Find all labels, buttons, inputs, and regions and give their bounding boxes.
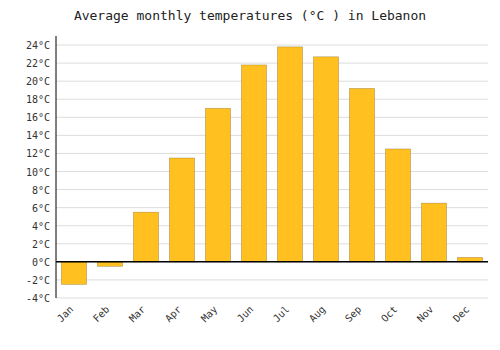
bar [133, 212, 158, 262]
y-tick-label: 16°C [26, 112, 50, 123]
y-tick-label: 24°C [26, 40, 50, 51]
bar [277, 47, 302, 262]
x-tick-label: Aug [307, 304, 328, 325]
y-tick-label: 2°C [32, 239, 50, 250]
y-tick-label: 12°C [26, 148, 50, 159]
y-tick-label: 10°C [26, 167, 50, 178]
x-tick-label: Jan [55, 304, 76, 325]
grid-line [56, 99, 488, 100]
y-tick-label: 8°C [32, 185, 50, 196]
grid [56, 45, 488, 298]
x-tick-label: Nov [415, 304, 436, 325]
y-tick-label: -4°C [26, 293, 50, 304]
y-tick-label: 6°C [32, 203, 50, 214]
y-axis-line [56, 36, 57, 298]
bars [61, 47, 482, 285]
x-tick-label: Jul [271, 304, 292, 325]
grid-line [56, 135, 488, 136]
bar [169, 158, 194, 262]
x-tick-label: Dec [451, 304, 472, 325]
y-tick-label: 14°C [26, 130, 50, 141]
x-tick-labels: Jan Feb Mar Apr May Jun Jul Aug Sep Oct Nov Dec [55, 304, 472, 325]
grid-line [56, 63, 488, 64]
y-tick-label: -2°C [26, 275, 50, 286]
x-tick-label: Feb [91, 304, 112, 325]
x-tick-label: Mar [127, 304, 148, 325]
title: Average monthly temperatures (°C ) in Le… [74, 8, 426, 23]
bar [241, 65, 266, 262]
bar [421, 203, 446, 262]
grid-line [56, 189, 488, 190]
x-tick-label: May [199, 304, 220, 325]
grid-line [56, 153, 488, 154]
bar [385, 149, 410, 262]
y-tick-label: 4°C [32, 221, 50, 232]
grid-line [56, 171, 488, 172]
bar [61, 262, 86, 285]
chart-container: Average monthly temperatures (°C ) in Le… [0, 0, 500, 350]
zero-line [56, 261, 488, 263]
bar [205, 108, 230, 262]
grid-line [56, 261, 488, 262]
bar [349, 88, 374, 261]
bar [313, 57, 338, 262]
y-tick-labels: -4°C -2°C 0°C 2°C 4°C 6°C 8°C 10°C 12°C 14°C 16°C 1… [26, 40, 50, 304]
y-tick-label: 22°C [26, 58, 50, 69]
grid-line [56, 81, 488, 82]
x-tick-label: Jun [235, 304, 256, 325]
y-tick-label: 0°C [32, 257, 50, 268]
chart: Average monthly temperatures (°C ) in Le… [0, 0, 500, 350]
x-tick-label: Sep [343, 304, 364, 325]
grid-line [56, 117, 488, 118]
grid-line [56, 279, 488, 280]
y-tick-label: 18°C [26, 94, 50, 105]
x-tick-label: Oct [379, 304, 400, 325]
grid-line [56, 298, 488, 299]
y-tick-label: 20°C [26, 76, 50, 87]
x-tick-label: Apr [163, 304, 184, 325]
grid-line [56, 45, 488, 46]
